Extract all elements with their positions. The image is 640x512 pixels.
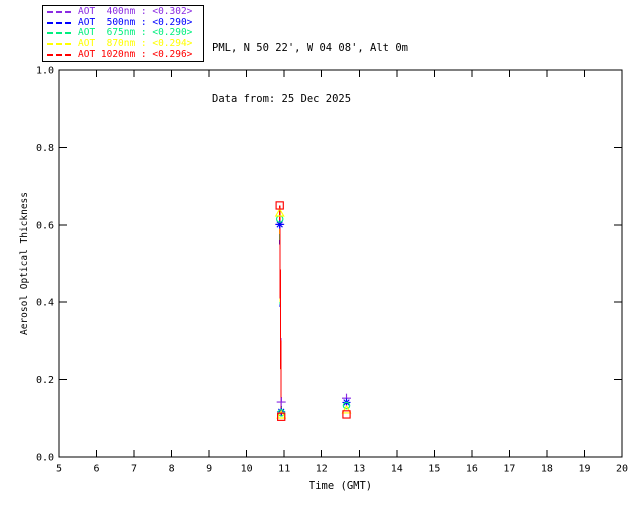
x-tick-label: 6	[94, 464, 100, 475]
x-tick-label: 10	[241, 464, 253, 475]
legend-line-sample	[47, 32, 73, 35]
y-tick-label: 0.6	[36, 220, 54, 231]
x-tick-label: 19	[578, 464, 590, 475]
plot-border	[58, 69, 623, 458]
x-tick-label: 9	[206, 464, 212, 475]
legend-entry-label: AOT 400nm : <0.302>	[78, 5, 193, 17]
data-point-marker-square-open	[275, 201, 284, 210]
x-axis-title: Time (GMT)	[309, 480, 372, 492]
x-tick-label: 14	[391, 464, 403, 475]
legend-line-sample	[47, 54, 73, 57]
x-tick-label: 11	[278, 464, 290, 475]
marker-square	[275, 201, 284, 210]
x-tick-label: 18	[541, 464, 553, 475]
data-point-marker-circle-open	[342, 401, 351, 410]
data-point-marker-square-open	[277, 412, 286, 421]
x-tick-label: 5	[56, 464, 62, 475]
data-point-marker-square-open	[342, 410, 351, 419]
x-tick-label: 16	[466, 464, 478, 475]
marker-square	[277, 412, 286, 421]
legend-entry: AOT 870nm : <0.294>	[43, 39, 203, 49]
legend-entry-label: AOT 1020nm : <0.296>	[78, 49, 193, 61]
legend-line-sample	[47, 43, 73, 46]
x-tick-label: 20	[616, 464, 628, 475]
station-header: PML, N 50 22', W 04 08', Alt 0m Data fro…	[212, 6, 408, 142]
data-date-line: Data from: 25 Dec 2025	[212, 93, 352, 105]
x-tick-label: 8	[169, 464, 175, 475]
x-tick-label: 12	[316, 464, 328, 475]
legend-line-sample	[47, 10, 73, 13]
x-tick-label: 13	[353, 464, 365, 475]
series-line-aot-1020nm	[279, 205, 282, 417]
data-point-marker-triangle-open	[341, 404, 352, 414]
x-tick-label: 17	[503, 464, 515, 475]
data-point-marker-triangle-open	[276, 409, 287, 419]
data-point-marker-plus	[276, 397, 286, 407]
legend-box: AOT 400nm : <0.302> AOT 500nm : <0.290> AO…	[42, 5, 204, 62]
data-point-marker-triangle-open	[274, 207, 285, 217]
y-tick-label: 0.4	[36, 298, 54, 309]
marker-circle	[342, 401, 351, 410]
legend-entry-label: AOT 500nm : <0.290>	[78, 16, 193, 28]
legend-line-sample	[47, 21, 73, 24]
marker-triangle	[276, 409, 287, 419]
marker-triangle	[341, 404, 352, 414]
y-tick-label: 1.0	[36, 66, 54, 77]
marker-triangle	[274, 207, 285, 217]
y-axis-title: Aerosol Optical Thickness	[19, 192, 30, 335]
legend-entry-label: AOT 675nm : <0.290>	[78, 27, 193, 39]
x-tick-label: 15	[428, 464, 440, 475]
legend-entry: AOT 675nm : <0.290>	[43, 28, 203, 38]
data-point-marker-asterisk	[275, 220, 284, 229]
station-location-line: PML, N 50 22', W 04 08', Alt 0m	[212, 42, 408, 54]
legend-entry: AOT 400nm : <0.302>	[43, 5, 203, 17]
y-tick-label: 0.0	[36, 453, 54, 464]
marker-stroke	[276, 221, 283, 228]
y-tick-label: 0.8	[36, 143, 54, 154]
marker-square	[342, 410, 351, 419]
legend-entry: AOT 500nm : <0.290>	[43, 16, 203, 28]
x-tick-label: 7	[131, 464, 137, 475]
y-tick-label: 0.2	[36, 375, 54, 386]
legend-entry-label: AOT 870nm : <0.294>	[78, 38, 193, 50]
legend-entry: AOT 1020nm : <0.296>	[43, 50, 203, 60]
